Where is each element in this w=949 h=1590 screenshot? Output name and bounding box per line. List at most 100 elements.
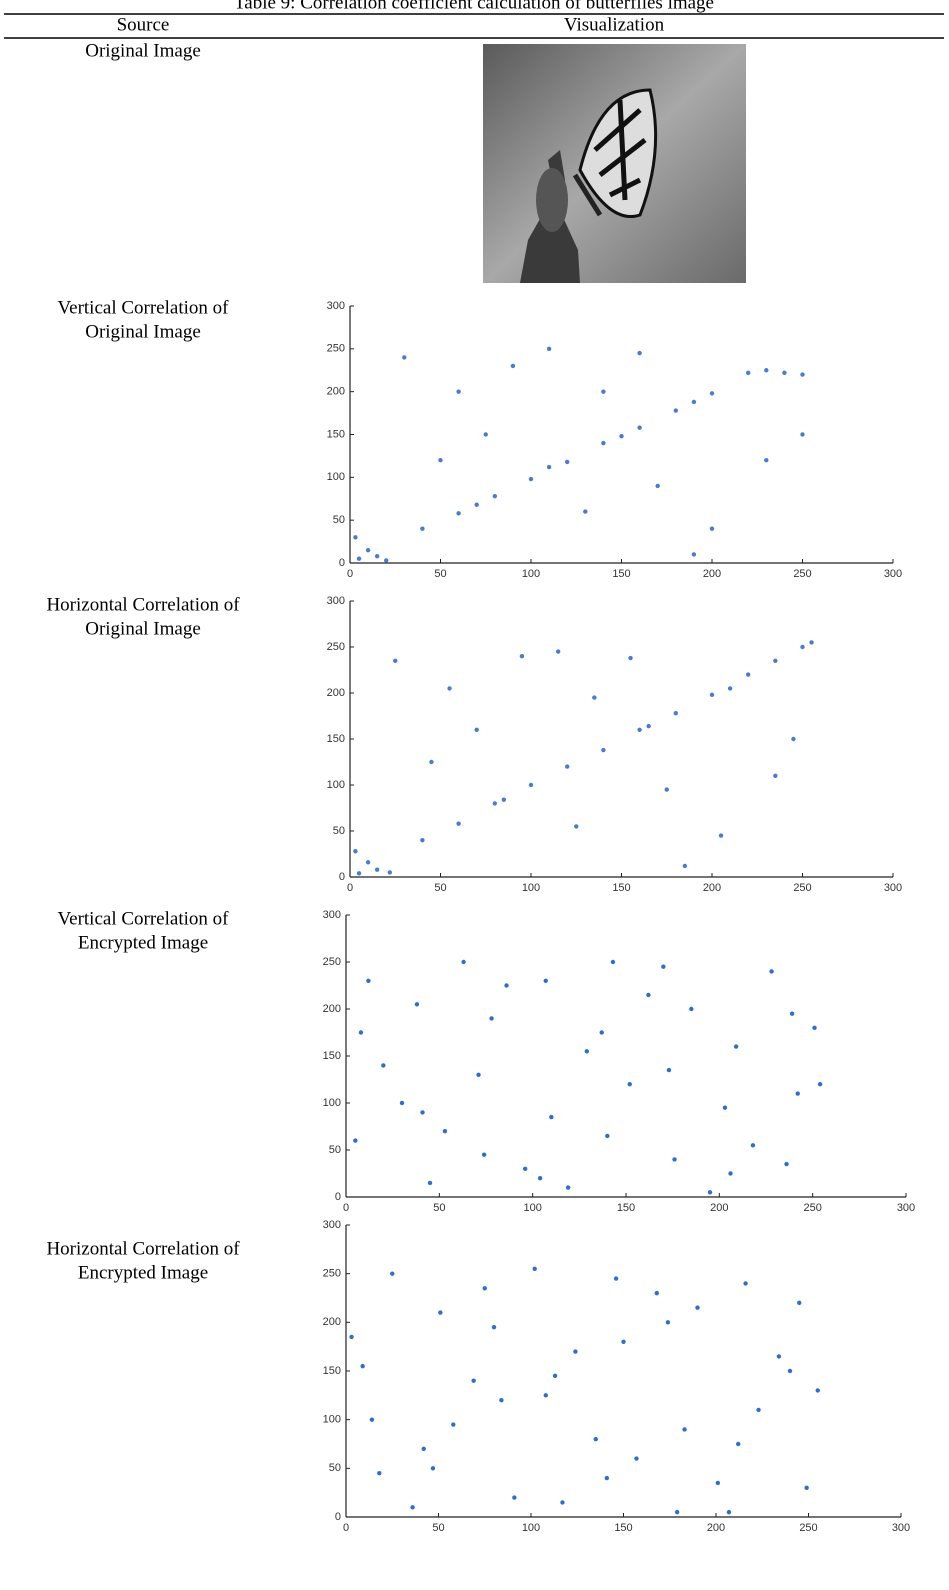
scatter-point [743, 1281, 748, 1286]
scatter-point [584, 1049, 589, 1054]
y-tick-label: 250 [323, 1268, 341, 1280]
x-tick-label: 300 [892, 1522, 910, 1534]
x-tick-label: 300 [884, 568, 902, 580]
scatter-point [621, 1339, 626, 1345]
x-tick-label: 200 [707, 1522, 725, 1534]
y-tick-label: 200 [323, 1316, 341, 1328]
scatter-point [800, 372, 805, 377]
scatter-point [501, 797, 507, 802]
scatter-point [349, 1334, 354, 1340]
y-tick-label: 50 [329, 1462, 341, 1474]
x-tick-label: 250 [793, 882, 811, 894]
scatter-point [510, 363, 516, 369]
row-label: Vertical Correlation of [58, 297, 230, 318]
x-tick-label: 150 [617, 1202, 635, 1214]
scatter-point [549, 1114, 554, 1120]
scatter-point [809, 640, 814, 645]
scatter-point [593, 1436, 598, 1442]
scatter-point [528, 476, 534, 482]
scatter-point [438, 1310, 443, 1315]
scatter-point [483, 432, 488, 437]
scatter-point [438, 458, 443, 463]
scatter-point [787, 1368, 793, 1374]
x-tick-label: 200 [703, 882, 721, 894]
scatter-point [414, 1002, 420, 1007]
y-tick-label: 150 [323, 1050, 341, 1062]
y-tick-label: 0 [335, 1191, 341, 1203]
scatter-point [387, 870, 393, 875]
scatter-point [476, 1072, 481, 1078]
scatter-point [750, 1143, 756, 1148]
y-tick-label: 100 [323, 1097, 341, 1109]
scatter-point [402, 355, 407, 360]
scatter-point [815, 1388, 820, 1393]
scatter-point [491, 1325, 497, 1330]
scatter-point [523, 1166, 528, 1172]
row-label: Original Image [85, 321, 201, 342]
scatter-point [736, 1441, 741, 1447]
scatter-point [555, 649, 561, 654]
butterfly-image [483, 44, 746, 283]
scatter-point [709, 391, 715, 396]
scatter-point [353, 849, 358, 854]
scatter-point [365, 547, 371, 553]
scatter-point [482, 1286, 487, 1291]
x-tick-label: 100 [522, 1522, 540, 1534]
scatter-point [365, 860, 371, 865]
scatter-point [691, 399, 697, 405]
y-tick-label: 200 [327, 386, 345, 398]
x-tick-label: 200 [703, 568, 721, 580]
scatter-point [709, 526, 715, 531]
scatter-point [421, 1446, 426, 1452]
scatter-point [499, 1398, 504, 1403]
header-visualization: Visualization [564, 14, 665, 35]
scatter-point [791, 736, 796, 742]
scatter-point [601, 440, 606, 446]
scatter-point [664, 787, 669, 792]
row-label: Horizontal Correlation of [46, 594, 240, 615]
x-tick-label: 250 [803, 1202, 821, 1214]
scatter-point [746, 672, 751, 677]
y-tick-label: 300 [327, 300, 345, 312]
scatter-point [583, 509, 588, 514]
scatter-point [764, 458, 769, 463]
x-tick-label: 300 [884, 882, 902, 894]
scatter-point [552, 1373, 558, 1379]
scatter-point [674, 1509, 680, 1515]
y-tick-label: 0 [339, 557, 345, 569]
scatter-point [722, 1105, 728, 1110]
scatter-point [764, 368, 769, 373]
scatter-point [504, 983, 509, 988]
y-tick-label: 100 [327, 779, 345, 791]
y-tick-label: 250 [327, 343, 345, 355]
x-tick-label: 100 [522, 882, 540, 894]
scatter-point [682, 863, 688, 869]
scatter-point [773, 773, 778, 778]
scatter-point [627, 1082, 632, 1087]
scatter-point [797, 1300, 802, 1306]
scatter-point [374, 553, 380, 559]
scatter-point [356, 871, 362, 876]
y-tick-label: 50 [333, 825, 345, 837]
y-tick-label: 200 [323, 1003, 341, 1015]
scatter-point [646, 723, 651, 729]
scatter-point [471, 1378, 476, 1383]
x-tick-label: 100 [522, 568, 540, 580]
scatter-point [420, 838, 425, 843]
scatter-point [489, 1016, 494, 1021]
scatter-point [384, 558, 389, 563]
x-tick-label: 300 [897, 1202, 915, 1214]
scatter-point [817, 1082, 823, 1087]
scatter-point [689, 1006, 694, 1012]
scatter-point [613, 1276, 619, 1281]
scatter-point [637, 727, 642, 732]
row-label: Encrypted Image [78, 1262, 208, 1283]
y-tick-label: 300 [323, 1219, 341, 1231]
y-tick-label: 50 [333, 514, 345, 526]
scatter-point [573, 1349, 578, 1354]
scatter-point [733, 1044, 739, 1049]
row-label: Original Image [85, 40, 201, 61]
scatter-point [727, 686, 733, 691]
scatter-point [456, 389, 461, 394]
scatter-point [546, 464, 552, 470]
